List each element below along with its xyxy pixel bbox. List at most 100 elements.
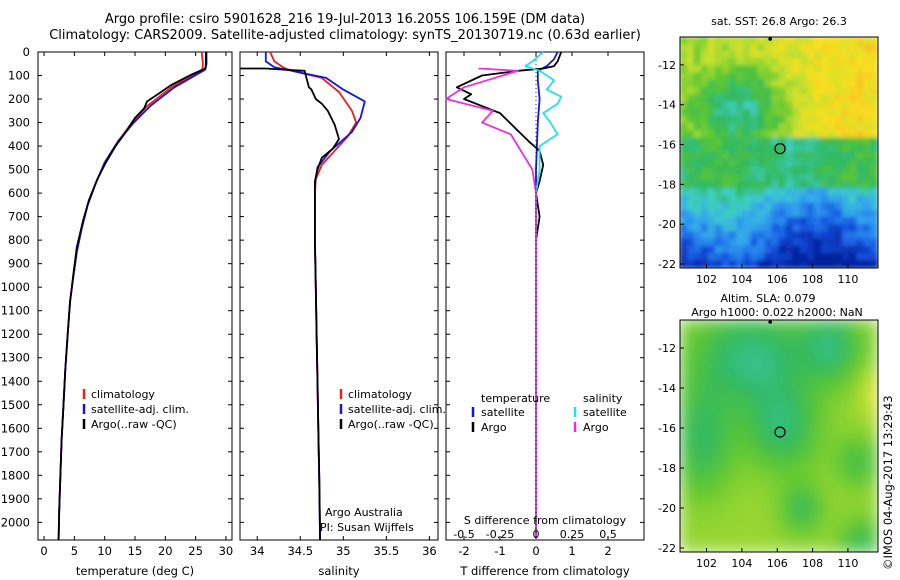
sst-map-cell [849,144,858,153]
sst-map-ytick-label: -20 [658,218,676,231]
sst-map-cell [736,79,745,89]
sla-map-cell [806,370,815,379]
sst-map-cell [721,72,730,81]
sst-map-cell [764,58,773,67]
sst-map-cell [785,58,794,67]
sst-map-cell [842,50,851,60]
sla-map-cell [863,479,872,488]
sla-map-cell [686,522,695,531]
sst-map-cell [721,144,730,153]
sst-map-cell [700,202,709,211]
sst-map-cell [771,180,780,190]
sla-map-cell [842,544,851,552]
sst-map-cell [799,144,808,153]
sla-map-cell [736,537,745,546]
sla-map-cell [870,428,878,437]
sst-map-cell [680,94,688,103]
sla-map-cell [693,421,702,430]
sst-map-cell [736,108,745,117]
sst-map-cell [707,108,716,117]
sst-map-cell [792,65,801,74]
sla-map-cell [863,320,872,328]
sst-map-cell [743,101,752,110]
sla-map-cell [750,377,759,386]
sla-map-cell [707,522,716,531]
sla-map-cell [686,500,695,509]
sla-map-cell [729,392,738,401]
sla-map-cell [828,399,837,408]
sst-map-cell [870,245,878,255]
difference-profile-series-temperature-satellite [535,51,559,540]
sst-map-ytick-label: -16 [658,139,676,152]
sla-map-cell [764,464,773,473]
sla-map-cell [707,442,716,451]
sst-map-cell [714,43,723,52]
sla-map-cell [707,471,716,480]
sla-map-cell [870,370,878,379]
sla-map-cell [729,450,738,459]
sla-map-cell [700,377,709,386]
sst-map-cell [714,79,723,89]
sst-map-cell [693,216,702,226]
sst-map-cell [799,209,808,218]
sla-map-cell [856,334,865,343]
sst-map-cell [870,115,878,125]
sla-map-cell [849,334,858,343]
sst-map-cell [714,195,723,204]
sla-map-cell [736,508,745,517]
sla-map-cell [835,363,844,372]
sst-map-cell [771,123,780,132]
depth-tick-label: 1800 [1,468,30,482]
sst-map-cell [813,50,822,60]
sst-map-cell [743,87,752,96]
sst-map-cell [870,173,878,182]
sst-map-cell [849,173,858,182]
sst-map-cell [863,101,872,110]
sla-map-cell [785,341,794,350]
sst-map-cell [799,87,808,96]
salinity-annotation: PI: Susan Wijffels [320,521,414,534]
sst-map-cell [785,50,794,60]
sst-map-cell [757,245,766,255]
sla-map-cell [714,471,723,480]
sla-map-cell [707,348,716,357]
sst-map-cell [764,231,773,240]
sla-map-cell [820,537,829,546]
sla-map-cell [849,479,858,488]
sla-map-cell [813,457,822,466]
sst-map-cell [680,216,688,226]
sla-map-cell [714,464,723,473]
difference-x2tick-label: 0.25 [560,528,585,541]
sst-map-cell [680,180,688,190]
sla-map-cell [693,320,702,328]
sst-map-cell [778,209,787,218]
sla-map-cell [750,370,759,379]
sla-map-cell [849,377,858,386]
sst-map-cell [806,43,815,52]
sst-map-cell [842,224,851,233]
sst-map-cell [792,152,801,161]
sla-map-cell [813,515,822,524]
sla-map-cell [778,522,787,531]
sla-map-cell [714,515,723,524]
sst-map-cell [806,58,815,67]
sla-map-cell [828,428,837,437]
sla-map-cell [813,320,822,328]
sla-map-cell [863,435,872,444]
sla-map-cell [863,464,872,473]
sst-map-cell [863,152,872,161]
sla-map-cell [842,537,851,546]
sla-map-cell [750,435,759,444]
sla-map-cell [757,493,766,502]
sst-map-cell [721,79,730,89]
sla-map-cell [757,537,766,546]
sst-map-cell [750,166,759,175]
sst-map-cell [835,173,844,182]
sla-map-cell [721,508,730,517]
sst-map-cell [835,260,844,268]
depth-tick-label: 100 [8,69,30,83]
sla-map-cell [792,544,801,552]
sst-map-cell [820,188,829,197]
sst-map-cell [693,101,702,110]
sla-map-cell [721,515,730,524]
